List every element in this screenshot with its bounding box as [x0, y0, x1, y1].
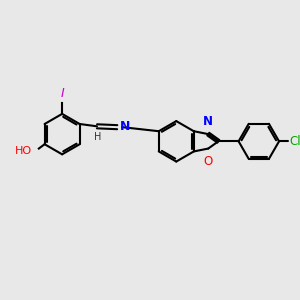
Text: N: N: [202, 115, 212, 128]
Text: O: O: [203, 155, 212, 168]
Text: HO: HO: [15, 146, 32, 156]
Text: N: N: [120, 120, 130, 134]
Text: Cl: Cl: [289, 135, 300, 148]
Text: H: H: [94, 131, 101, 142]
Text: I: I: [60, 87, 64, 100]
